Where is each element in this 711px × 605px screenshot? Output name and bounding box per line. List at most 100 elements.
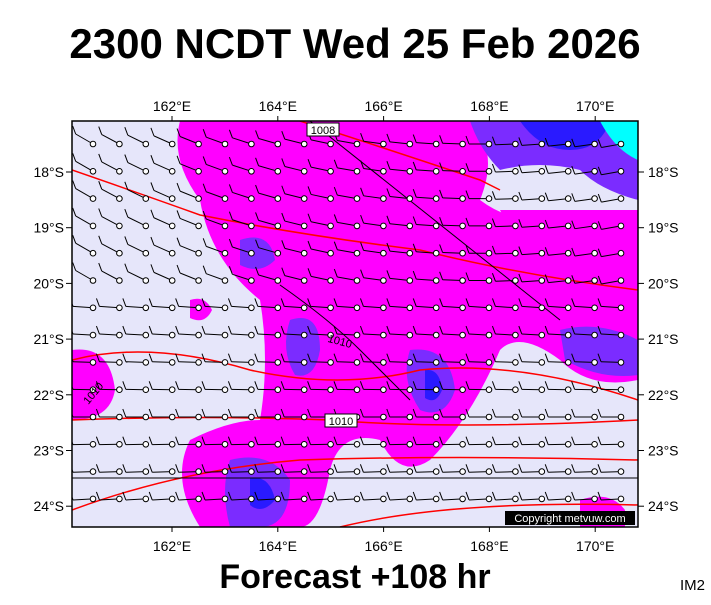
station <box>117 250 123 256</box>
station <box>513 196 519 202</box>
station <box>249 332 255 338</box>
station <box>222 332 228 338</box>
lat-label: 24°S <box>33 498 64 514</box>
station <box>565 360 571 366</box>
station <box>169 305 175 311</box>
station <box>407 496 413 502</box>
station <box>196 278 202 284</box>
station <box>460 332 466 338</box>
station <box>196 496 202 502</box>
station <box>354 141 360 147</box>
station <box>486 250 492 256</box>
lat-label: 20°S <box>33 275 64 291</box>
station <box>143 414 149 420</box>
station <box>117 196 123 202</box>
station <box>565 305 571 311</box>
lat-label: 21°S <box>33 331 64 347</box>
station <box>117 332 123 338</box>
station <box>90 250 96 256</box>
station <box>249 250 255 256</box>
station <box>460 305 466 311</box>
station <box>381 496 387 502</box>
station <box>169 360 175 366</box>
station <box>90 223 96 229</box>
station <box>117 305 123 311</box>
station <box>618 305 624 311</box>
station <box>539 305 545 311</box>
station <box>539 387 545 393</box>
station <box>513 469 519 475</box>
station <box>301 360 307 366</box>
lat-label: 24°S <box>648 498 679 514</box>
station <box>539 250 545 256</box>
station <box>381 414 387 420</box>
station <box>275 360 281 366</box>
station <box>407 278 413 284</box>
station <box>117 469 123 475</box>
station <box>513 360 519 366</box>
station <box>381 442 387 448</box>
station <box>249 196 255 202</box>
copyright: Copyright metvuw.com <box>514 513 625 525</box>
station <box>90 469 96 475</box>
station <box>196 360 202 366</box>
station <box>592 469 598 475</box>
station <box>196 305 202 311</box>
station <box>460 196 466 202</box>
station <box>513 387 519 393</box>
station <box>90 414 96 420</box>
station <box>407 442 413 448</box>
station <box>565 169 571 175</box>
lon-label: 166°E <box>364 538 402 554</box>
station <box>301 250 307 256</box>
station <box>143 332 149 338</box>
lon-label: 170°E <box>576 538 614 554</box>
station <box>143 223 149 229</box>
station <box>249 442 255 448</box>
station <box>354 169 360 175</box>
station <box>407 223 413 229</box>
station <box>90 278 96 284</box>
station <box>275 196 281 202</box>
station <box>117 360 123 366</box>
station <box>433 278 439 284</box>
station <box>117 496 123 502</box>
station <box>169 169 175 175</box>
station <box>249 141 255 147</box>
lat-label: 18°S <box>33 164 64 180</box>
station <box>592 496 598 502</box>
station <box>143 278 149 284</box>
station <box>249 278 255 284</box>
station <box>592 305 598 311</box>
station <box>90 196 96 202</box>
lon-label: 166°E <box>364 98 402 114</box>
station <box>354 387 360 393</box>
forecast-label: Forecast +108 hr <box>219 558 490 596</box>
station <box>618 196 624 202</box>
station <box>539 141 545 147</box>
station <box>618 278 624 284</box>
station <box>618 250 624 256</box>
station <box>249 496 255 502</box>
lon-label: 168°E <box>470 98 508 114</box>
station <box>539 496 545 502</box>
station <box>407 414 413 420</box>
station <box>460 360 466 366</box>
station <box>143 196 149 202</box>
station <box>169 496 175 502</box>
station <box>407 387 413 393</box>
station <box>275 141 281 147</box>
station <box>592 360 598 366</box>
station <box>90 169 96 175</box>
station <box>301 196 307 202</box>
station <box>196 250 202 256</box>
station <box>433 414 439 420</box>
station <box>275 387 281 393</box>
station <box>143 496 149 502</box>
lat-label: 23°S <box>33 443 64 459</box>
station <box>433 169 439 175</box>
station <box>328 496 334 502</box>
station <box>460 278 466 284</box>
lon-label: 168°E <box>470 538 508 554</box>
lat-label: 18°S <box>648 164 679 180</box>
